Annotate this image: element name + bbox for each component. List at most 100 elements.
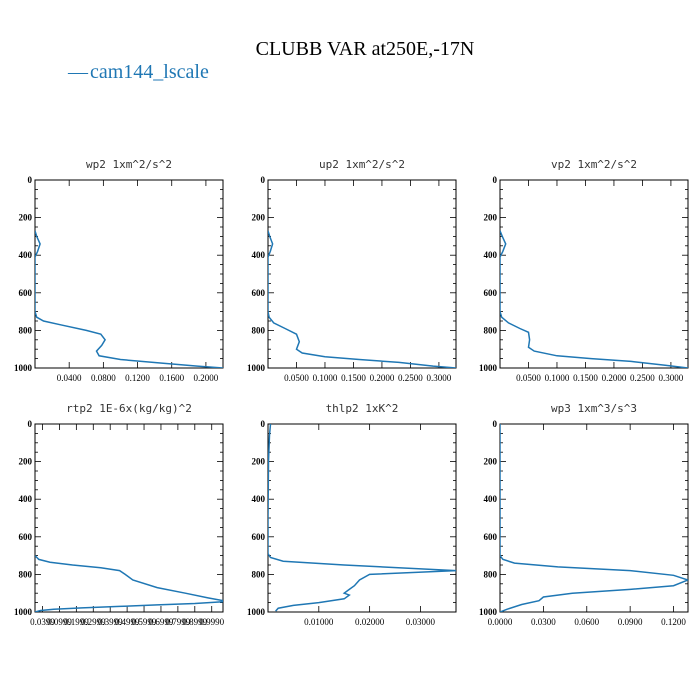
series-line bbox=[35, 555, 223, 602]
figure-title: CLUBB VAR at250E,-17N bbox=[256, 38, 475, 60]
x-tick-label: 0.2999 bbox=[81, 617, 106, 627]
panel-title: up2 1xm^2/s^2 bbox=[319, 158, 405, 171]
y-tick-label: 800 bbox=[252, 325, 266, 335]
x-tick-label: 0.3000 bbox=[659, 373, 684, 383]
y-tick-label: 800 bbox=[19, 569, 33, 579]
panel-1: up2 1xm^2/s^2 0 200 400 600 800 1000 0.0500 0.10… bbox=[247, 158, 457, 383]
series-line bbox=[500, 424, 688, 612]
y-tick-label: 400 bbox=[484, 494, 498, 504]
panel-grid: wp2 1xm^2/s^2 0 200 400 600 800 1000 0.0400 0.08… bbox=[14, 158, 689, 627]
y-tick-label: 800 bbox=[252, 569, 266, 579]
x-tick-label: 0.01000 bbox=[304, 617, 334, 627]
y-tick-label: 800 bbox=[484, 325, 498, 335]
y-tick-label: 0 bbox=[493, 175, 498, 185]
x-tick-label: 0.7999 bbox=[166, 617, 191, 627]
x-tick-label: 0.2500 bbox=[630, 373, 655, 383]
x-tick-label: 0.0400 bbox=[57, 373, 82, 383]
plot-frame bbox=[267, 423, 457, 613]
plot-frame bbox=[267, 179, 457, 369]
panel-0: wp2 1xm^2/s^2 0 200 400 600 800 1000 0.0400 0.08… bbox=[14, 158, 224, 383]
panel-title: vp2 1xm^2/s^2 bbox=[551, 158, 637, 171]
y-tick-label: 0 bbox=[261, 419, 266, 429]
y-tick-label: 1000 bbox=[14, 363, 33, 373]
y-tick-label: 400 bbox=[484, 250, 498, 260]
x-tick-label: 0.0399 bbox=[30, 617, 55, 627]
y-tick-label: 600 bbox=[19, 288, 33, 298]
y-tick-label: 0 bbox=[493, 419, 498, 429]
legend-marker: — bbox=[67, 61, 89, 83]
x-tick-label: 0.0999 bbox=[47, 617, 72, 627]
panel-2: vp2 1xm^2/s^2 0 200 400 600 800 1000 0.0500 0.10… bbox=[479, 158, 689, 383]
y-tick-label: 0 bbox=[28, 419, 33, 429]
legend: — cam144_lscale bbox=[67, 61, 209, 83]
x-tick-label: 0.1200 bbox=[661, 617, 686, 627]
x-tick-label: 0.0500 bbox=[516, 373, 541, 383]
y-tick-label: 1000 bbox=[247, 607, 266, 617]
x-tick-label: 0.03000 bbox=[406, 617, 436, 627]
y-tick-label: 200 bbox=[484, 457, 498, 467]
y-tick-label: 200 bbox=[252, 213, 266, 223]
x-tick-label: 0.1500 bbox=[341, 373, 366, 383]
series-line bbox=[35, 230, 223, 368]
series-line bbox=[268, 424, 456, 612]
panel-title: rtp2 1E-6x(kg/kg)^2 bbox=[66, 402, 192, 415]
y-tick-label: 400 bbox=[19, 250, 33, 260]
y-tick-label: 400 bbox=[19, 494, 33, 504]
panel-title: wp3 1xm^3/s^3 bbox=[551, 402, 637, 415]
x-tick-label: 0.0500 bbox=[284, 373, 309, 383]
y-tick-label: 0 bbox=[261, 175, 266, 185]
x-tick-label: 0.2000 bbox=[194, 373, 219, 383]
y-tick-label: 800 bbox=[484, 569, 498, 579]
y-tick-label: 800 bbox=[19, 325, 33, 335]
y-tick-label: 600 bbox=[252, 532, 266, 542]
y-tick-label: 1000 bbox=[14, 607, 33, 617]
x-tick-label: 0.2000 bbox=[602, 373, 627, 383]
plot-frame bbox=[499, 423, 689, 613]
x-tick-label: 0.2000 bbox=[370, 373, 395, 383]
y-tick-label: 600 bbox=[252, 288, 266, 298]
y-tick-label: 600 bbox=[484, 532, 498, 542]
x-tick-label: 0.1000 bbox=[313, 373, 338, 383]
x-tick-label: 0.6999 bbox=[149, 617, 174, 627]
x-tick-label: 0.1999 bbox=[64, 617, 89, 627]
y-tick-label: 0 bbox=[28, 175, 33, 185]
series-line bbox=[35, 600, 223, 612]
x-tick-label: 0.8999 bbox=[182, 617, 207, 627]
x-tick-label: 0.0800 bbox=[91, 373, 116, 383]
x-tick-label: 0.5999 bbox=[132, 617, 157, 627]
x-tick-label: 0.1500 bbox=[573, 373, 598, 383]
x-tick-label: 0.9990 bbox=[199, 617, 224, 627]
y-tick-label: 400 bbox=[252, 250, 266, 260]
x-tick-label: 0.0000 bbox=[488, 617, 513, 627]
plot-frame bbox=[34, 423, 224, 613]
y-tick-label: 600 bbox=[484, 288, 498, 298]
series-line bbox=[268, 230, 456, 368]
plot-frame bbox=[499, 179, 689, 369]
y-tick-label: 1000 bbox=[479, 607, 498, 617]
y-tick-label: 200 bbox=[252, 457, 266, 467]
x-tick-label: 0.1200 bbox=[125, 373, 150, 383]
x-tick-label: 0.3000 bbox=[427, 373, 452, 383]
y-tick-label: 1000 bbox=[247, 363, 266, 373]
y-tick-label: 200 bbox=[19, 213, 33, 223]
y-tick-label: 400 bbox=[252, 494, 266, 504]
legend-entry-cam144-lscale: cam144_lscale bbox=[90, 61, 209, 83]
x-tick-label: 0.1600 bbox=[159, 373, 184, 383]
y-tick-label: 200 bbox=[19, 457, 33, 467]
x-tick-label: 0.4999 bbox=[115, 617, 140, 627]
panel-3: rtp2 1E-6x(kg/kg)^2 0 200 400 600 800 10000.03… bbox=[14, 402, 225, 627]
x-tick-label: 0.0300 bbox=[531, 617, 556, 627]
y-tick-label: 200 bbox=[484, 213, 498, 223]
x-tick-label: 0.1000 bbox=[545, 373, 570, 383]
panel-title: wp2 1xm^2/s^2 bbox=[86, 158, 172, 171]
series-line bbox=[500, 230, 688, 368]
plot-frame bbox=[34, 179, 224, 369]
panel-title: thlp2 1xK^2 bbox=[326, 402, 399, 415]
x-tick-label: 0.2500 bbox=[398, 373, 423, 383]
y-tick-label: 600 bbox=[19, 532, 33, 542]
x-tick-label: 0.3999 bbox=[98, 617, 123, 627]
panel-4: thlp2 1xK^2 0 200 400 600 800 1000 0.01000 0.020… bbox=[247, 402, 457, 627]
x-tick-label: 0.0600 bbox=[574, 617, 599, 627]
